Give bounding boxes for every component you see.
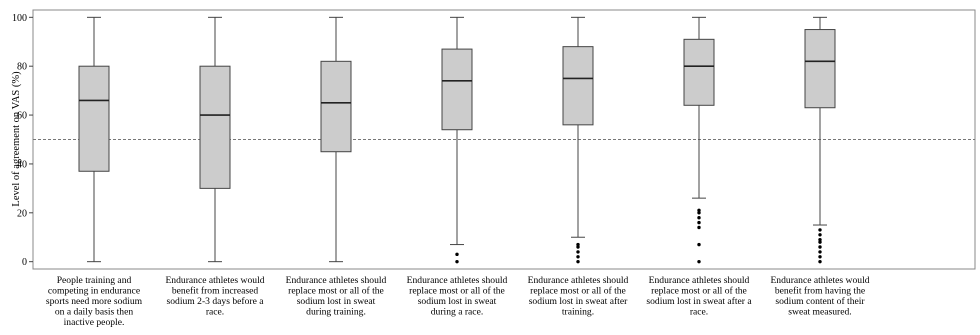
outlier-point [818,240,822,244]
category-label-line: on a daily basis then [55,307,134,318]
category-label-line: sodium lost in sweat [418,296,497,307]
category-label-1: People training and competing in enduranc… [46,275,143,328]
y-tick-label: 0 [22,257,27,268]
category-label-line: replace most or all of the [530,286,626,297]
iqr-box [441,48,473,131]
category-label-7: Endurance athletes would benefit from hav… [770,275,869,318]
outlier-point [818,228,822,232]
category-label-line: Endurance athletes should [286,275,387,286]
category-label-line: during a race. [431,307,483,318]
category-label-line: during training. [306,307,366,318]
outlier-point [697,215,701,220]
outlier-point [576,259,580,264]
category-label-line: replace most or all of the [409,286,505,297]
box-6 [683,16,715,264]
box-1 [78,16,110,263]
y-tick-label: 20 [17,208,27,219]
category-label-6: Endurance athletes should replace most or… [646,275,752,318]
outlier-point [818,259,822,264]
category-label-line: Endurance athletes should [528,275,629,286]
category-labels: People training and competing in enduranc… [46,275,870,328]
category-label-line: sweat measured. [788,307,851,318]
category-label-line: replace most or all of the [651,286,747,297]
category-label-line: Endurance athletes would [165,275,264,286]
iqr-box [683,38,715,106]
outlier-point [576,242,580,247]
category-label-line: replace most or all of the [288,286,384,297]
outlier-point [697,220,701,225]
category-label-line: benefit from having the [775,286,865,297]
category-label-line: inactive people. [64,317,125,328]
y-tick-label: 40 [17,159,27,170]
outlier-point [455,259,459,264]
box-5 [562,16,594,264]
box-4 [441,16,473,264]
y-tick-label: 60 [17,111,27,122]
iqr-box [78,65,110,172]
outlier-point [818,255,822,259]
outlier-point [697,211,701,215]
y-axis: 0 20 40 60 80 100 [12,13,33,268]
category-label-line: Endurance athletes should [407,275,508,286]
iqr-box [199,65,231,189]
category-label-line: sodium 2-3 days before a [167,296,265,307]
category-label-line: Endurance athletes should [649,275,750,286]
category-label-line: sports need more sodium [46,296,143,307]
outlier-point [818,250,822,254]
outlier-point [818,233,822,237]
category-label-line: benefit from increased [172,286,259,297]
outlier-point [697,259,701,264]
outlier-point [818,237,822,242]
iqr-box [320,60,352,153]
category-label-line: sodium lost in sweat [297,296,376,307]
category-label-line: People training and [57,275,132,286]
category-label-line: competing in endurance [48,286,140,297]
category-label-line: training. [562,307,594,318]
category-label-line: race. [690,307,708,318]
box-2 [199,16,231,263]
category-label-5: Endurance athletes should replace most or… [528,275,629,318]
category-label-2: Endurance athletes would benefit from inc… [165,275,264,318]
boxes-group [78,16,836,264]
outlier-point [697,208,701,213]
y-tick-label: 80 [17,62,27,73]
outlier-point [576,255,580,259]
outlier-point [818,245,822,249]
outlier-point [576,245,580,249]
outlier-point [455,252,459,257]
iqr-box [562,46,594,126]
category-label-line: sodium content of their [775,296,865,307]
iqr-box [804,29,836,109]
box-3 [320,16,352,263]
y-axis-title: Level of agreement on VAS (%) [11,71,22,207]
box-7 [804,16,836,264]
category-label-4: Endurance athletes should replace most or… [407,275,508,318]
outlier-point [697,242,701,247]
category-label-line: Endurance athletes would [770,275,869,286]
category-label-line: sodium lost in sweat after a [646,296,752,307]
outlier-point [576,250,580,254]
y-tick-label: 100 [12,13,27,24]
category-label-3: Endurance athletes should replace most or… [286,275,387,318]
category-label-line: sodium lost in sweat after [529,296,628,307]
outlier-point [697,225,701,230]
category-label-line: race. [206,307,224,318]
